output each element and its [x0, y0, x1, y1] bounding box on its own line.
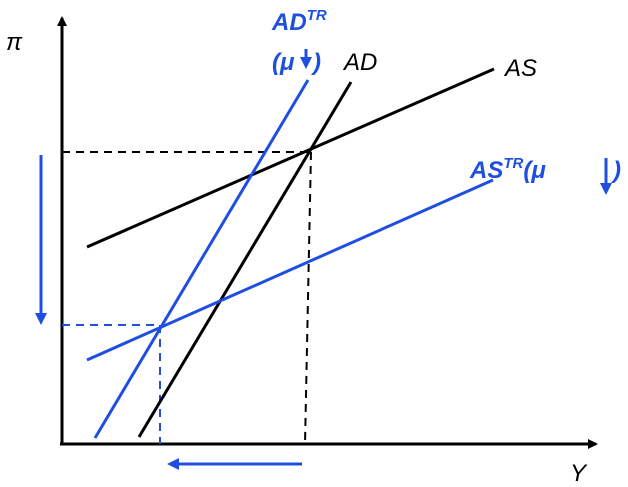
x-axis-label: Y — [570, 460, 588, 487]
as-tr-label-note-open: (μ — [523, 157, 546, 184]
as-curve — [86, 67, 495, 249]
as-tr-label-superscript: TR — [503, 155, 523, 172]
ad-curve-label: AD — [342, 49, 377, 76]
y-axis-label: π — [6, 29, 23, 56]
ad-tr-label: ADTR (μ ) — [271, 7, 327, 76]
ad-tr-label-superscript: TR — [307, 7, 327, 24]
svg-text:): ) — [310, 49, 321, 76]
as-tr-label-note-close: ) — [610, 157, 621, 184]
ad-tr-label-name: AD — [271, 9, 307, 36]
svg-text:ASTR(μ: ASTR(μ — [469, 155, 546, 184]
svg-text:ADTR: ADTR — [271, 7, 327, 36]
ad-curve — [137, 81, 353, 438]
svg-text:(μ: (μ — [272, 49, 295, 76]
ad-tr-curve — [93, 79, 310, 439]
ad-tr-label-note-open: (μ — [272, 49, 295, 76]
svg-text:): ) — [610, 157, 621, 184]
initial-equilibrium-vertical-guide — [304, 151, 312, 445]
as-tr-label: ASTR(μ ) — [469, 155, 621, 195]
ad-tr-label-note-close: ) — [310, 49, 321, 76]
as-tr-curve — [86, 178, 494, 362]
as-tr-label-name: AS — [469, 157, 503, 184]
as-curve-label: AS — [503, 55, 537, 82]
